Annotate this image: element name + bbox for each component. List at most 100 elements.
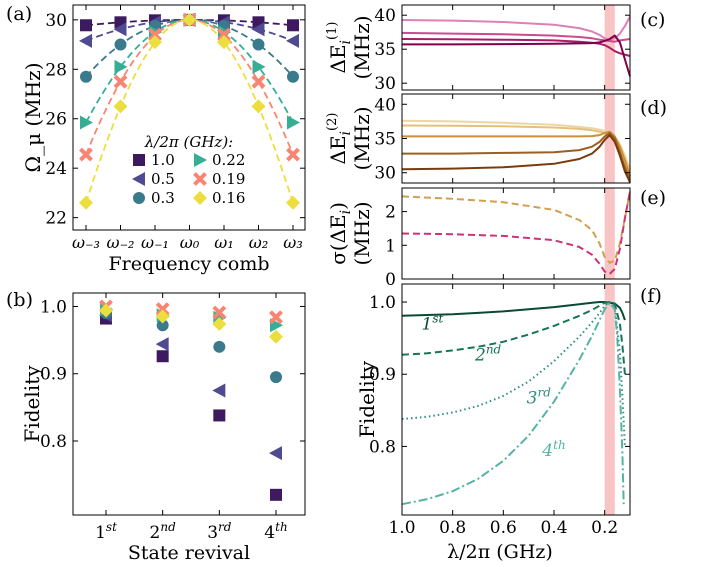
panel-f-series-label-3: 4th [541, 438, 565, 461]
panel-a-marker-4-4 [217, 27, 231, 42]
panel-b-marker-2-1 [156, 319, 169, 332]
panel-a-legend-marker-4 [193, 172, 207, 186]
panel-d-series-2 [402, 130, 631, 177]
panel-f-chart: 0.8 0.9 1.0 1.0 0.8 0.6 0.4 0.2 λ/2π (GHz) Fideli… [355, 283, 631, 563]
panel-a-xtick-label-6: ω₃ [283, 233, 302, 252]
panel-a-marker-5-4 [217, 35, 231, 50]
panel-a-ytick-24-label: 24 [45, 159, 67, 179]
panel-b-marker-1-1 [155, 337, 169, 352]
panel-f-ytick-0-label: 0.8 [369, 437, 396, 457]
panel-a-legend-marker-0 [133, 154, 145, 166]
panel-b-marker-1-2 [212, 383, 226, 398]
panel-a-legend-label-3: 0.22 [212, 151, 245, 169]
panel-e-series-1 [401, 191, 631, 275]
panel-a-marker-1-1 [113, 22, 127, 37]
panel-d-band [604, 94, 615, 183]
panel-e-frame [401, 187, 631, 280]
panel-b-marker-5-1 [155, 309, 170, 324]
panel-a-marker-5-6 [286, 195, 300, 210]
panel-c-ylabel-group: ΔEi(1) (MHz) [325, 15, 374, 79]
panel-a-marker-3-0 [80, 115, 93, 130]
panel-d-ylabel-unit: (MHz) [350, 106, 374, 170]
panel-d-ytick-40-label: 40 [374, 95, 396, 115]
panel-a-ylabel: Ω_μ (MHz) [21, 63, 45, 173]
panel-b-xtick-sup-3: th [275, 520, 288, 534]
panel-a-legend-marker-3 [194, 153, 207, 167]
panel-d-ylabel-main: ΔE [326, 135, 350, 164]
panel-b-marker-4-3 [269, 310, 283, 325]
panel-d-series-3 [402, 132, 631, 180]
panel-d-ylabel: ΔEi(2) [325, 113, 354, 165]
panel-a-legend-label-1: 0.5 [151, 170, 175, 188]
panel-b-chart: 0.8 0.9 1.0 1st 2nd 3rd 4th State revival Fideli… [20, 292, 306, 564]
panel-c-ylabel-sup: (1) [325, 22, 340, 40]
panel-b-marker-2-3 [270, 371, 282, 384]
panel-d-ylabel-sub: i [338, 131, 354, 135]
panel-f-frame [401, 283, 631, 516]
panel-label-b: (b) [6, 289, 33, 311]
panel-b-xtick-label-2: 3rd [207, 520, 232, 543]
panel-f-series-3 [401, 301, 625, 506]
panel-f-ytick-1-label: 0.9 [369, 365, 396, 385]
panel-a-marker-4-1 [113, 74, 128, 89]
panel-b-xtick-sup-2: rd [218, 520, 232, 534]
panel-a-xtick-label-0: ω₋₃ [72, 233, 100, 252]
panel-d-ylabel-group: ΔEi(2) (MHz) [325, 106, 374, 170]
panel-a-xtick-label-4: ω₁ [214, 233, 233, 252]
panel-a-marker-4-2 [148, 27, 162, 42]
panel-a-marker-2-0 [80, 70, 92, 83]
panel-f-series-label-0: 1st [421, 312, 443, 335]
panel-a-marker-2-5 [252, 38, 265, 51]
panel-e-ytick-2-label: 2 [385, 203, 396, 223]
panel-b-marker-2-2 [213, 340, 226, 353]
panel-b-marker-5-0 [99, 303, 113, 318]
panel-a-ytick-28-label: 28 [45, 60, 67, 80]
panel-f-series-label-sup-2: rd [538, 385, 552, 399]
panel-f-ylabel: Fidelity [355, 360, 379, 438]
panel-f-ytick-2-label: 1.0 [369, 293, 396, 313]
panel-c-series-0 [401, 16, 631, 41]
panel-a-ytick-26-label: 26 [45, 110, 67, 130]
panel-d-series-4 [401, 134, 631, 183]
panel-label-e: (e) [640, 187, 666, 209]
panel-e-ytick-0-label: 0 [385, 270, 396, 290]
panel-b-ytick-1-label: 0.9 [40, 365, 67, 385]
panel-c-frame [401, 4, 631, 91]
panel-d-ytick-30-label: 30 [374, 164, 396, 184]
panel-a-marker-4-6 [286, 147, 300, 162]
panel-label-f: (f) [640, 285, 662, 307]
panel-a-marker-3-6 [287, 115, 300, 130]
panel-a-marker-5-1 [113, 99, 128, 114]
panel-a-legend-label-5: 0.16 [212, 189, 245, 207]
panel-b-marker-4-2 [212, 305, 227, 320]
panel-a-legend-marker-2 [133, 192, 145, 204]
panel-a-marker-0-0 [80, 19, 92, 32]
panel-a-marker-2-6 [287, 70, 299, 83]
panel-a-legend-marker-1 [132, 172, 145, 186]
panel-c-ytick-35-label: 35 [374, 40, 396, 60]
panel-a-xtick-label-2: ω₋₁ [141, 233, 169, 252]
panel-b-marker-0-2 [213, 409, 226, 422]
panel-a-marker-3-5 [252, 59, 266, 74]
panel-f-series-label-2: 3rd [527, 385, 552, 408]
panel-f-series-label-1: 2nd [474, 343, 502, 366]
panel-e-ylabel-group: σ(ΔEi) (MHz) [326, 201, 374, 265]
panel-a-marker-5-5 [251, 99, 266, 114]
panel-a-frame [72, 4, 306, 231]
panel-a-marker-1-0 [79, 33, 92, 48]
panel-b-xtick-label-1: 2nd [150, 520, 177, 543]
panel-a-legend-label-4: 0.19 [212, 170, 245, 188]
panel-a-chart: 22 24 26 28 30 ω₋₃ ω₋₂ ω₋₁ ω₀ ω₁ ω₂ ω₃ Frequency com… [21, 4, 306, 275]
panel-c-ylabel-sub: i [338, 40, 354, 44]
panel-f-series-0 [401, 301, 626, 321]
panel-a-xtick-label-5: ω₂ [249, 233, 268, 252]
panel-c-ylabel: ΔEi(1) [325, 22, 354, 74]
panel-a-marker-0-6 [287, 19, 299, 32]
panel-f-band [604, 284, 615, 515]
panel-e-series-0 [401, 191, 631, 264]
panel-label-a: (a) [6, 3, 32, 25]
panel-f-xtick-label-0: 1.0 [388, 518, 415, 538]
panel-f-series-label-sup-3: th [553, 438, 566, 452]
